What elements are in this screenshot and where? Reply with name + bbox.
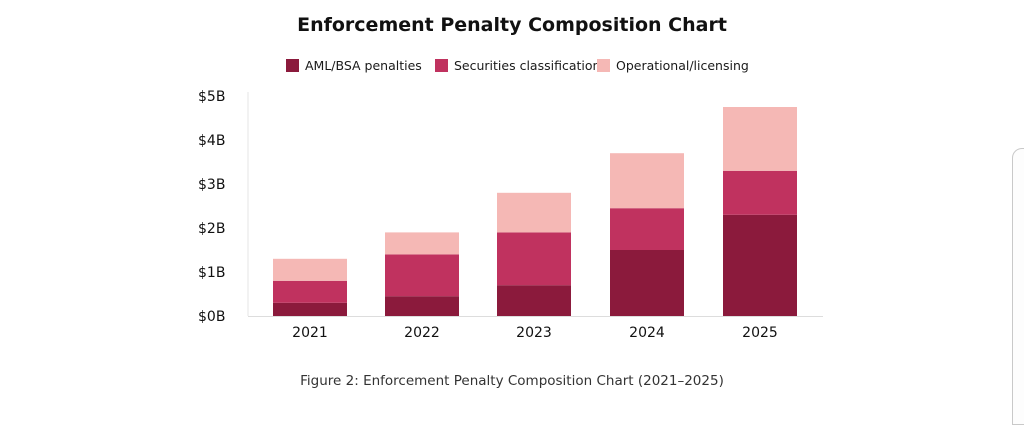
y-tick-label: $0B — [198, 309, 225, 325]
x-tick-label: 2021 — [292, 325, 328, 341]
y-tick-label: $1B — [198, 265, 225, 281]
bar-segment — [610, 250, 684, 316]
bar-segment — [385, 254, 459, 297]
legend-swatch — [286, 59, 299, 72]
chart-legend: AML/BSA penalties Securities classificati… — [286, 58, 749, 73]
bar-segment — [273, 258, 347, 281]
bar-stack-2021 — [273, 258, 347, 316]
y-tick-label: $5B — [198, 89, 225, 105]
legend-label: AML/BSA penalties — [305, 58, 422, 73]
bar-segment — [723, 107, 797, 171]
bar-segment — [385, 296, 459, 316]
bar-segment — [385, 232, 459, 255]
x-axis: 2021 2022 2023 2024 2025 — [248, 316, 823, 341]
y-tick-label: $4B — [198, 133, 225, 149]
bar-segment — [723, 214, 797, 316]
bar-segment — [497, 285, 571, 316]
bar-stack-2024 — [610, 153, 684, 316]
legend-swatch — [597, 59, 610, 72]
bar-segment — [723, 170, 797, 215]
legend-item: AML/BSA penalties — [286, 58, 422, 73]
legend-item: Securities classification — [435, 58, 600, 73]
stacked-bar-chart: Enforcement Penalty Composition Chart AM… — [198, 14, 823, 389]
chart-title: Enforcement Penalty Composition Chart — [297, 14, 727, 36]
x-tick-label: 2024 — [629, 325, 665, 341]
bar-segment — [610, 208, 684, 250]
legend-label: Securities classification — [454, 58, 600, 73]
bars — [273, 107, 797, 316]
bar-segment — [610, 153, 684, 209]
legend-swatch — [435, 59, 448, 72]
bar-segment — [497, 232, 571, 286]
x-tick-label: 2022 — [404, 325, 440, 341]
y-tick-label: $2B — [198, 221, 225, 237]
bar-segment — [497, 192, 571, 233]
legend-label: Operational/licensing — [616, 58, 749, 73]
figure-caption: Figure 2: Enforcement Penalty Compositio… — [300, 373, 724, 389]
x-tick-label: 2025 — [742, 325, 778, 341]
y-axis: $0B $1B $2B $3B $4B $5B — [198, 89, 249, 325]
bar-stack-2025 — [723, 107, 797, 316]
bar-segment — [273, 302, 347, 316]
y-tick-label: $3B — [198, 177, 225, 193]
bar-stack-2022 — [385, 232, 459, 316]
legend-item: Operational/licensing — [597, 58, 749, 73]
side-panel-edge — [1012, 148, 1024, 425]
bar-stack-2023 — [497, 192, 571, 316]
x-tick-label: 2023 — [516, 325, 552, 341]
bar-segment — [273, 280, 347, 303]
